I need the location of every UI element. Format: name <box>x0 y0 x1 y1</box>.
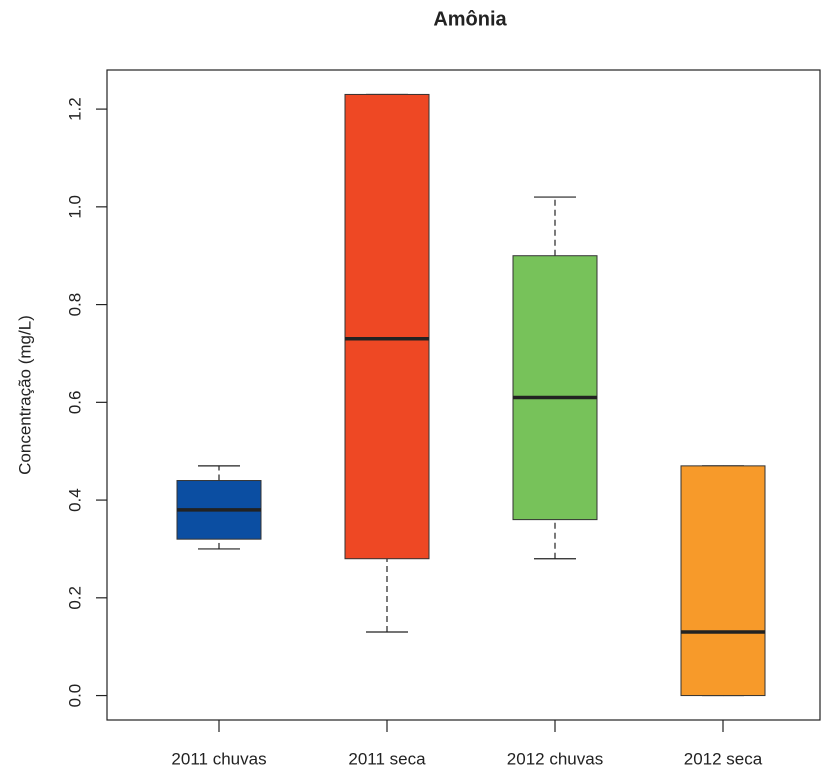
x-tick-label: 2012 seca <box>684 749 763 768</box>
x-tick-label: 2012 chuvas <box>507 749 603 768</box>
y-tick-label: 0.4 <box>65 488 84 512</box>
x-tick-label: 2011 seca <box>348 749 426 768</box>
y-axis-label: Concentração (mg/L) <box>15 315 34 475</box>
y-tick-label: 0.2 <box>65 586 84 610</box>
y-tick-label: 1.2 <box>65 97 84 121</box>
box <box>512 255 598 521</box>
plot-frame <box>106 69 821 721</box>
y-tick-label: 0.8 <box>65 293 84 317</box>
x-tick-label: 2011 chuvas <box>171 749 266 768</box>
chart-title: Amônia <box>433 8 507 30</box>
y-tick-label: 1.0 <box>65 195 84 219</box>
y-tick-label: 0.0 <box>65 684 84 708</box>
y-tick-label: 0.6 <box>65 391 84 415</box>
box <box>680 465 766 697</box>
box <box>344 93 430 560</box>
